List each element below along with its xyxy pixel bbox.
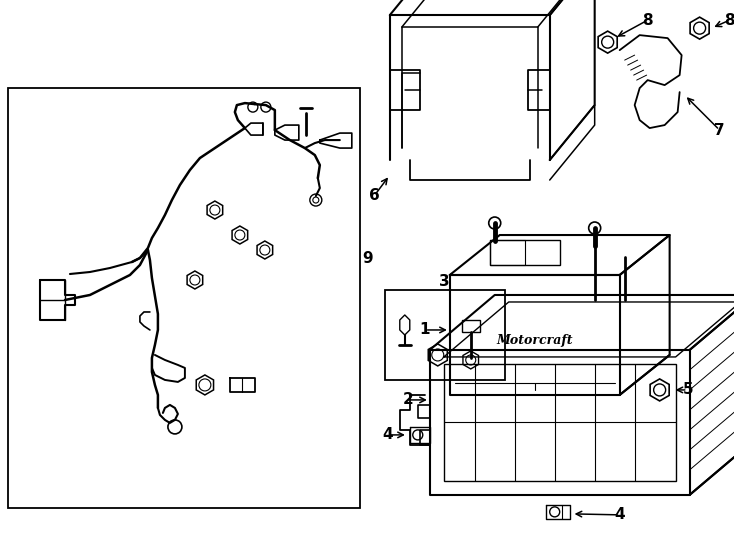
Text: 8: 8 [724, 12, 734, 28]
Text: 4: 4 [382, 428, 393, 442]
Text: 8: 8 [642, 12, 653, 28]
Text: 9: 9 [363, 251, 373, 266]
Text: 7: 7 [714, 123, 725, 138]
Bar [462, 320, 480, 332]
Bar [444, 364, 675, 481]
Text: 6: 6 [369, 187, 380, 202]
Text: Motorcraft: Motorcraft [496, 334, 573, 347]
Bar [385, 290, 505, 380]
Text: 2: 2 [402, 393, 413, 407]
Text: 4: 4 [614, 508, 625, 522]
Text: 5: 5 [683, 382, 693, 397]
Text: 1: 1 [420, 322, 430, 338]
Bar [490, 240, 560, 265]
Bar [8, 88, 360, 508]
Text: 3: 3 [440, 274, 450, 289]
Bar [490, 240, 525, 265]
